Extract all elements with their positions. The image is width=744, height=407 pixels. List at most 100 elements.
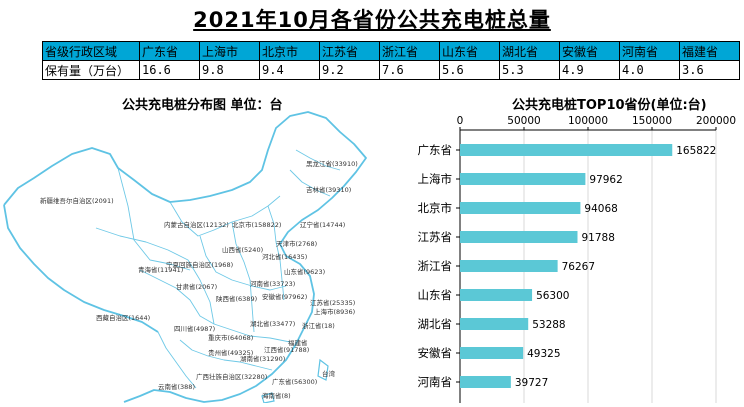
summary-value-cell: 4.0: [619, 60, 680, 80]
map-label-jiangxi: 江西省(91788): [264, 346, 310, 354]
category-label: 上海市: [418, 172, 453, 186]
map-label-hubei: 湖北省(33477): [250, 320, 296, 328]
bar: [460, 231, 578, 243]
bar: [460, 347, 524, 359]
chart-title: 公共充电桩TOP10省份(单位:台): [512, 98, 707, 113]
map-province-path: [199, 235, 287, 291]
summary-province-cell: 福建省: [679, 41, 740, 61]
summary-province-cell: 江苏省: [319, 41, 380, 61]
map-label-xizang: 西藏自治区(1644): [96, 314, 151, 322]
map-label-chongqing: 重庆市(64068): [208, 334, 254, 342]
data-label: 165822: [676, 145, 716, 157]
summary-province-cell: 广东省: [139, 41, 200, 61]
summary-row-label: 保有量（万台）: [42, 60, 140, 80]
bar-chart-svg: 0 50000 100000 150000 200000 广东省 165822 上海市 9796…: [418, 115, 736, 407]
data-label: 76267: [562, 261, 595, 273]
x-tick-label: 50000: [507, 115, 540, 127]
map-label-shandong: 山东省(9623): [284, 268, 326, 276]
summary-value-cell: 9.2: [319, 60, 380, 80]
summary-header-label: 省级行政区域: [42, 41, 140, 61]
summary-value-cell: 5.6: [439, 60, 500, 80]
map-label-sichuan: 四川省(4987): [174, 325, 216, 333]
map-label-neimenggu: 内蒙古自治区(12132): [164, 221, 229, 229]
data-label: 39727: [515, 377, 548, 389]
category-label: 山东省: [418, 288, 453, 302]
map-label-jiangsu: 江苏省(25335): [310, 299, 356, 307]
map-label-tianjin: 天津市(2768): [276, 240, 318, 248]
summary-province-cell: 上海市: [199, 41, 260, 61]
map-label-qinghai: 青海省(11941): [138, 266, 184, 274]
map-label-heilongjiang: 黑龙江省(33910): [306, 160, 358, 168]
map-label-shanxi: 山西省(5240): [222, 246, 264, 254]
hainan-outline: [261, 392, 275, 404]
map-label-shanghai: 上海市(8936): [314, 308, 356, 316]
map-province-path: [169, 195, 281, 237]
bar: [460, 144, 673, 156]
bar: [460, 260, 558, 272]
data-label: 91788: [581, 232, 614, 244]
data-label: 49325: [527, 348, 560, 360]
summary-value-cell: 5.3: [499, 60, 560, 80]
map-province-path: [117, 167, 191, 271]
summary-value-cell: 4.9: [559, 60, 620, 80]
category-label: 广东省: [418, 143, 453, 157]
map-label-yunnan: 云南省(388): [158, 383, 195, 391]
summary-value-cell: 9.8: [199, 60, 260, 80]
china-map: 黑龙江省(33910) 吉林省(39310) 新疆维吾尔自治区(2091) 内蒙…: [0, 110, 400, 404]
data-label: 56300: [536, 290, 569, 302]
category-label: 江苏省: [418, 230, 453, 244]
map-label-henan: 河南省(33723): [250, 280, 296, 288]
summary-value-cell: 7.6: [379, 60, 440, 80]
china-map-outline: [3, 111, 367, 404]
summary-province-cell: 湖北省: [499, 41, 560, 61]
bar: [460, 289, 533, 301]
bar: [460, 202, 581, 214]
taiwan-outline: [317, 358, 329, 381]
map-label-shaanxi: 陕西省(6389): [216, 295, 258, 303]
summary-province-cell: 安徽省: [559, 41, 620, 61]
summary-values-row: 保有量（万台） 16.6 9.8 9.4 9.2 7.6 5.6 5.3 4.9…: [42, 60, 740, 80]
summary-value-cell: 3.6: [679, 60, 740, 80]
map-label-jilin: 吉林省(39310): [306, 186, 352, 194]
category-label: 河南省: [418, 375, 453, 389]
map-province-path: [179, 339, 273, 371]
map-label-hunan: 湖南省(31290): [240, 355, 286, 363]
category-label: 北京市: [418, 201, 453, 215]
map-border-path: [3, 111, 367, 403]
map-label-hainan: 海南省(8): [262, 392, 291, 400]
map-province-path: [289, 169, 331, 197]
map-label-hebei: 河北省(16435): [262, 253, 308, 261]
bar: [460, 376, 511, 388]
bar: [460, 173, 586, 185]
page-title: 2021年10月各省份公共充电桩总量: [193, 8, 551, 32]
map-title: 公共充电桩分布图 单位：台: [122, 98, 283, 113]
map-border-path: [3, 204, 159, 333]
x-tick-label: 150000: [632, 115, 672, 127]
map-province-path: [157, 331, 197, 389]
x-tick-label: 100000: [568, 115, 608, 127]
category-label: 浙江省: [418, 259, 453, 273]
summary-province-cell: 山东省: [439, 41, 500, 61]
map-label-liaoning: 辽宁省(14744): [300, 221, 346, 229]
bar: [460, 318, 529, 330]
data-label: 97962: [589, 174, 622, 186]
summary-value-cell: 9.4: [259, 60, 320, 80]
category-label: 安徽省: [418, 346, 453, 360]
summary-table: 省级行政区域 广东省 上海市 北京市 江苏省 浙江省 山东省 湖北省 安徽省 河…: [42, 41, 740, 80]
map-province-path: [267, 205, 285, 301]
bar-chart: 0 50000 100000 150000 200000 广东省 165822 上海市 9796…: [400, 110, 744, 407]
x-tick-label: 0: [457, 115, 464, 127]
map-label-gansu: 甘肃省(2067): [176, 283, 218, 291]
data-label: 53288: [532, 319, 565, 331]
summary-header-row: 省级行政区域 广东省 上海市 北京市 江苏省 浙江省 山东省 湖北省 安徽省 河…: [42, 41, 740, 61]
summary-province-cell: 浙江省: [379, 41, 440, 61]
category-label: 湖北省: [418, 317, 453, 331]
map-label-xinjiang: 新疆维吾尔自治区(2091): [40, 197, 114, 205]
summary-province-cell: 北京市: [259, 41, 320, 61]
map-label-beijing: 北京市(158822): [232, 221, 282, 229]
map-label-ningxia: 宁夏回族自治区(1968): [166, 261, 234, 269]
map-province-path: [95, 227, 215, 325]
x-tick-label: 200000: [696, 115, 736, 127]
map-label-zhejiang: 浙江省(18): [302, 322, 335, 330]
map-label-guizhou: 贵州省(49325): [208, 349, 254, 357]
